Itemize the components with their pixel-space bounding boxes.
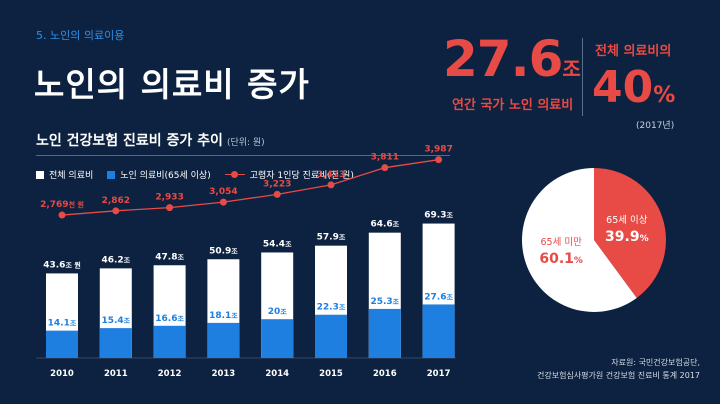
label-elderly-2013: 18.1조: [209, 311, 238, 321]
legend-label-per-capita: 고령자 1인당 진료비(천 원): [249, 171, 354, 181]
legend-item-per-capita: 고령자 1인당 진료비(천 원): [224, 168, 354, 181]
point-per-capita-2016: [381, 164, 389, 172]
source-line-1: 자료원: 국민건강보험공단,: [611, 358, 700, 367]
bar-elderly-2013: [207, 322, 240, 358]
legend-swatch-elderly: [107, 170, 116, 179]
label-per-capita-2017: 3,987: [424, 145, 452, 155]
page-title: 노인의 의료비 증가: [34, 65, 310, 104]
legend-swatch-per-capita: [224, 171, 245, 179]
label-total-2014: 54.4조: [263, 239, 292, 249]
label-elderly-2011: 15.4조: [101, 316, 130, 326]
pie-label-0: 65세 이상: [606, 215, 648, 226]
section-label: 5. 노인의 의료이용: [36, 29, 125, 42]
total-elderly-cost-value: 27.6: [443, 30, 563, 88]
legend-item-total: 전체 의료비: [36, 168, 93, 181]
label-elderly-2015: 22.3조: [317, 303, 346, 313]
label-per-capita-2015: 3,433: [317, 170, 345, 180]
bar-elderly-2011: [99, 328, 132, 358]
label-elderly-2010: 14.1조: [48, 319, 77, 329]
label-per-capita-2010: 2,769천 원: [40, 200, 84, 210]
label-total-2017: 69.3조: [424, 211, 453, 221]
share-year: (2017년): [636, 121, 675, 131]
legend-item-elderly: 노인 의료비(65세 이상): [107, 168, 211, 181]
point-per-capita-2012: [166, 204, 174, 212]
pie-slice-0: [594, 168, 666, 298]
label-elderly-2016: 25.3조: [370, 297, 399, 307]
pie-label-1: 65세 미만: [540, 237, 582, 248]
label-per-capita-2016: 3,811: [371, 153, 399, 163]
label-per-capita-2014: 3,223: [263, 179, 291, 189]
x-tick-2017: 2017: [427, 369, 451, 379]
label-total-2013: 50.9조: [209, 246, 238, 256]
point-per-capita-2015: [327, 181, 335, 189]
total-elderly-cost: 27.6조: [443, 30, 581, 88]
label-per-capita-2013: 3,054: [209, 187, 237, 197]
source-note: 자료원: 국민건강보험공단, 건강보험심사평가원 건강보험 진료비 통계 201…: [537, 356, 700, 382]
x-tick-2016: 2016: [373, 369, 397, 379]
label-total-2016: 64.6조: [370, 220, 399, 230]
legend-swatch-total: [36, 170, 44, 179]
share-unit: %: [653, 83, 676, 108]
label-per-capita-2012: 2,933: [155, 193, 183, 203]
label-total-2011: 46.2조: [101, 255, 130, 265]
label-total-2012: 47.8조: [155, 252, 184, 262]
bar-elderly-2016: [368, 308, 401, 358]
total-elderly-cost-caption: 연간 국가 노인 의료비: [452, 98, 574, 113]
pie-value-1: 60.1%: [539, 251, 583, 267]
chart-legend: 전체 의료비 노인 의료비(65세 이상) 고령자 1인당 진료비(천 원): [36, 168, 368, 181]
source-line-2: 건강보험심사평가원 건강보험 진료비 통계 2017: [536, 371, 700, 380]
x-tick-2012: 2012: [158, 369, 182, 379]
x-tick-2010: 2010: [50, 369, 74, 379]
bar-elderly-2017: [422, 304, 455, 358]
x-tick-2011: 2011: [104, 369, 128, 379]
label-elderly-2017: 27.6조: [424, 292, 453, 302]
line-per-capita: [61, 159, 439, 216]
chart-title: 노인 건강보험 진료비 증가 추이 (단위: 원): [36, 130, 265, 150]
chart-title-text: 노인 건강보험 진료비 증가 추이: [36, 133, 223, 149]
point-per-capita-2014: [273, 190, 281, 198]
chart-unit-note: (단위: 원): [226, 138, 265, 148]
legend-label-total: 전체 의료비: [49, 171, 94, 181]
highlight-divider: [582, 38, 583, 116]
point-per-capita-2011: [112, 207, 120, 215]
pie-value-0: 39.9%: [605, 229, 649, 245]
x-tick-2013: 2013: [212, 369, 236, 379]
share-value: 40: [592, 62, 654, 113]
label-elderly-2014: 20조: [268, 307, 288, 317]
point-per-capita-2017: [435, 156, 443, 164]
point-per-capita-2013: [219, 198, 227, 206]
pie-slice-1: [521, 167, 637, 312]
bar-elderly-2015: [315, 314, 347, 358]
bar-elderly-2014: [261, 319, 294, 358]
share-caption: 전체 의료비의: [595, 44, 672, 59]
legend-label-elderly: 노인 의료비(65세 이상): [120, 171, 211, 181]
label-total-2015: 57.9조: [317, 233, 346, 243]
chart-title-rule: [36, 155, 450, 156]
bar-elderly-2010: [46, 330, 78, 358]
label-total-2010: 43.6조 원: [43, 260, 81, 270]
share-of-total: 40%: [592, 62, 675, 113]
x-tick-2015: 2015: [319, 369, 343, 379]
bar-elderly-2012: [153, 325, 186, 358]
point-per-capita-2010: [58, 211, 66, 219]
label-per-capita-2011: 2,862: [102, 196, 130, 206]
x-tick-2014: 2014: [265, 369, 289, 379]
total-elderly-cost-unit: 조: [562, 57, 581, 81]
label-elderly-2012: 16.6조: [155, 314, 184, 324]
